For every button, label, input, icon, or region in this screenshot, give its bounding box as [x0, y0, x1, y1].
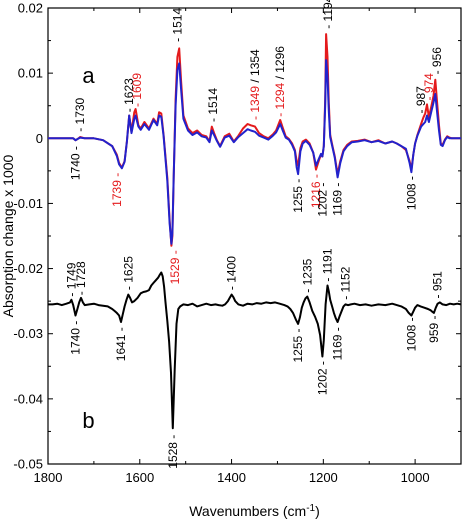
x-tick-label: 1800 — [34, 470, 63, 485]
x-tick-label: 1600 — [125, 470, 154, 485]
peak-label: - 1235 — [300, 258, 314, 292]
panel-label: a — [82, 63, 95, 88]
panel-label: b — [82, 408, 94, 433]
y-axis-title: Absorption change x 1000 — [0, 154, 16, 317]
peak-label: 1202 - — [315, 183, 329, 217]
peak-label: 1255 - — [291, 179, 305, 213]
series-lines — [48, 33, 462, 430]
peak-label: 1216 - — [309, 174, 323, 208]
y-tick-label: 0 — [36, 131, 43, 146]
peak-label: - 1728 — [74, 261, 88, 295]
peak-label: 1739 - — [110, 173, 124, 207]
peak-label: 1255 - — [291, 329, 305, 363]
peak-label: 1641 - — [114, 327, 128, 361]
y-tick-label: -0.03 — [13, 326, 43, 341]
peak-label: - 1152 — [338, 266, 352, 299]
x-tick-label: 1000 — [401, 470, 430, 485]
peak-label: - 987 — [414, 86, 428, 114]
x-axis-title-end: ) — [315, 503, 320, 519]
y-ticks: 0.02 0.01 0 -0.01 -0.02 -0.03 -0.04 -0.05 — [13, 1, 461, 472]
peak-label: - 956 — [430, 47, 444, 75]
series-line-2 — [48, 59, 461, 245]
peak-label: - 1514 — [206, 88, 220, 122]
peak-label: 1529 - — [168, 250, 182, 284]
x-tick-label: 1400 — [217, 470, 246, 485]
peak-label: - 1623 — [122, 78, 136, 112]
peak-label: 1008 - — [404, 176, 418, 210]
peak-label: - 951 — [431, 271, 445, 299]
peak-label: 1169 - — [331, 327, 345, 360]
series-line-3 — [48, 271, 462, 430]
y-tick-label: -0.02 — [13, 261, 43, 276]
y-tick-label: 0.02 — [18, 1, 43, 16]
y-tick-label: -0.04 — [13, 391, 43, 406]
y-tick-label: -0.05 — [13, 457, 43, 472]
peak-label: - 1730 — [73, 97, 87, 131]
peak-label: 1202 - — [315, 361, 329, 395]
peak-label: 1740 - — [69, 146, 83, 180]
peak-label: 1169 - — [331, 183, 345, 216]
x-axis-title: Wavenumbers (cm-1) — [189, 503, 320, 520]
peak-label: - 1194 — [321, 0, 335, 29]
peak-annotations: - 1730 - 1623- 1609 - 1514 - 1514 - 1349 / 1… — [64, 0, 444, 469]
x-tick-label: 1200 — [309, 470, 338, 485]
peak-label: - 1749 — [64, 262, 78, 296]
peak-label: 1528 - — [166, 435, 180, 469]
panel-labels: ab — [82, 63, 95, 433]
peak-label: - 1349 / 1354 — [248, 49, 262, 120]
peak-label: 1008 - — [404, 317, 418, 351]
x-axis-title-sup: -1 — [306, 503, 315, 514]
peak-label: - 1609 — [130, 73, 144, 107]
peak-label: - 1294 / 1296 — [273, 46, 287, 117]
peak-label: - 1514 — [170, 8, 184, 42]
peak-label: - 1191 — [321, 248, 335, 281]
x-ticks: 1800 1600 1400 1200 1000 — [34, 8, 430, 485]
peak-label: 1740 - — [69, 321, 83, 355]
peak-label: - 1625 — [121, 256, 135, 290]
y-tick-label: -0.01 — [13, 196, 43, 211]
peak-label: - 1400 — [225, 256, 239, 290]
peak-label: - 974 — [422, 73, 436, 101]
x-axis-title-main: Wavenumbers (cm — [189, 503, 306, 519]
y-tick-label: 0.01 — [18, 66, 43, 81]
peak-label: 959 - — [427, 316, 441, 343]
